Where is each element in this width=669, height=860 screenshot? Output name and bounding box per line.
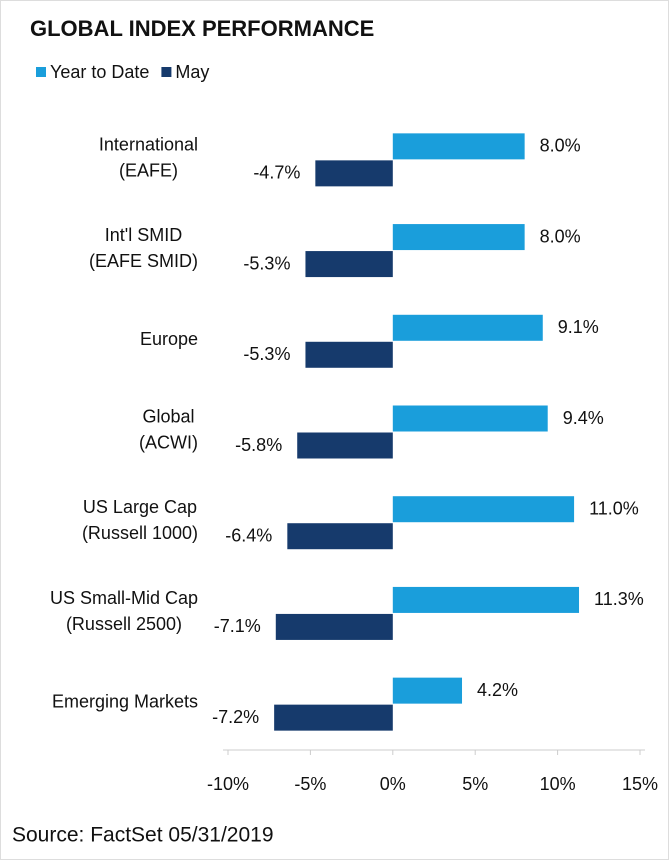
value-label: -4.7% (253, 163, 300, 183)
x-tick-label: 5% (462, 774, 488, 794)
category-label: US Small-Mid Cap (Russell 2500) (50, 588, 198, 634)
value-label: 8.0% (540, 226, 581, 246)
bar (392, 133, 525, 160)
category-label: Europe (140, 329, 198, 349)
value-label: 9.4% (563, 408, 604, 428)
value-label: 11.0% (589, 498, 639, 518)
bar (297, 432, 393, 459)
value-label: 8.0% (540, 136, 581, 156)
bar (274, 704, 393, 731)
value-label: -5.8% (235, 435, 282, 455)
value-label: -6.4% (225, 525, 272, 545)
value-label: 9.1% (558, 317, 599, 337)
bar (315, 160, 393, 187)
value-label: -5.3% (243, 253, 290, 273)
category-label: Emerging Markets (52, 691, 198, 711)
category-label: International (EAFE) (99, 134, 198, 180)
value-label: 11.3% (594, 589, 644, 609)
source: Source: FactSet 05/31/2019 (12, 824, 274, 847)
bar (392, 496, 575, 523)
bar (305, 341, 393, 368)
bar (275, 613, 393, 640)
bar (287, 523, 393, 550)
legend-swatch (36, 67, 46, 77)
x-tick-label: -5% (294, 774, 326, 794)
category-label: US Large Cap (Russell 1000) (82, 497, 198, 543)
category-label: Global (ACWI) (139, 406, 198, 452)
x-tick-label: 10% (540, 774, 576, 794)
bar (392, 677, 463, 704)
chart-title: GLOBAL INDEX PERFORMANCE (30, 16, 374, 41)
legend-swatch (161, 67, 172, 77)
x-tick-label: 15% (622, 774, 658, 794)
legend-label: Year to Date (50, 62, 149, 82)
x-tick-label: 0% (380, 774, 406, 794)
value-label: -7.2% (212, 707, 259, 727)
value-label: 4.2% (477, 680, 518, 700)
bar (392, 405, 548, 432)
x-tick-label: -10% (207, 774, 249, 794)
legend-label: May (175, 62, 209, 82)
bar (392, 314, 543, 341)
value-label: -7.1% (214, 616, 261, 636)
bar (392, 586, 580, 613)
bar (305, 251, 393, 278)
category-label: Int'l SMID (EAFE SMID) (89, 225, 198, 271)
bar (392, 224, 525, 251)
value-label: -5.3% (243, 344, 290, 364)
